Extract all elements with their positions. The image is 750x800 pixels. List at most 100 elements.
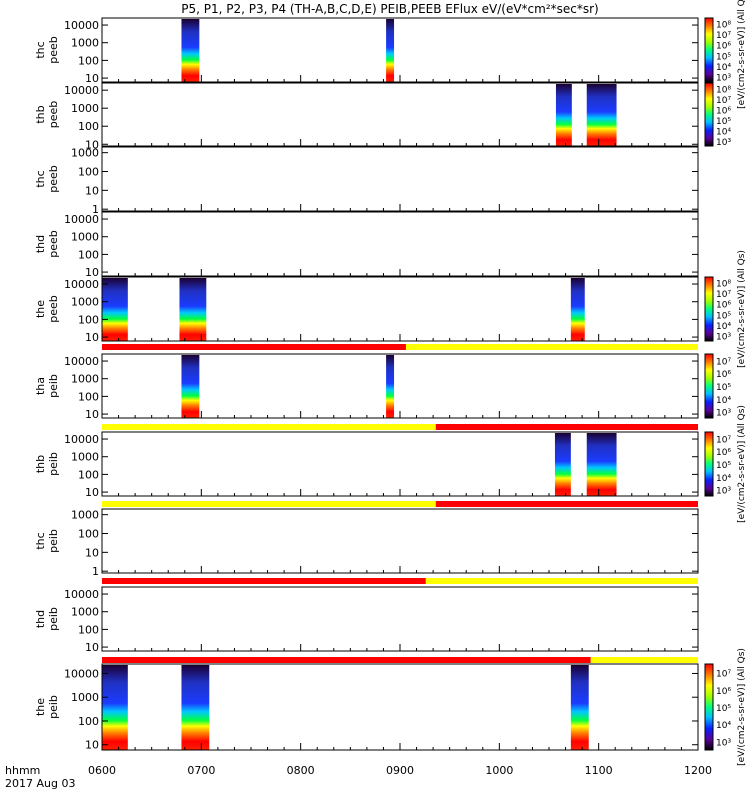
colorbar-tick-label: 10⁵ [716,704,731,714]
spectrum-block-6-1 [586,433,617,496]
y-tick-label: 100 [78,715,99,728]
y-tick-label: 10 [85,546,99,559]
colorbar-tick-label: 10³ [716,409,731,419]
x-tick-label: 0900 [386,764,414,777]
panel-label: the [34,698,47,716]
spectrum-block-1-1 [586,84,617,146]
y-tick-label: 100 [78,528,99,541]
mode-bar-segment [102,424,436,430]
y-tick-label: 100 [78,166,99,179]
colorbar-tick-label: 10⁴ [716,127,731,137]
panel-label: peeb [47,295,60,323]
x-tick-label: 0600 [88,764,116,777]
spectrum-block-5-0 [181,355,200,418]
y-tick-label: 10000 [64,84,99,97]
mode-bar-segment [590,657,698,663]
y-tick-label: 100 [78,54,99,67]
mode-bar-segment [102,657,591,663]
panel-label: peeb [47,230,60,258]
y-tick-label: 10 [85,739,99,752]
colorbar-tick-label: 10⁸ [716,20,731,30]
mode-bar-segment [102,501,436,507]
panel-5: 10 100 1000 10000 tha peib [34,353,699,421]
colorbar-tick-label: 10⁷ [716,31,731,41]
colorbar-tick-label: 10⁷ [716,357,731,367]
x-tick-label: 1200 [684,764,712,777]
y-tick-label: 100 [78,623,99,636]
x-tick-label: 0700 [187,764,215,777]
panel-0: 10 100 1000 10000 thc peeb [34,17,699,85]
mode-bar-segment [102,578,426,584]
colorbar-tick-label: 10⁸ [716,85,731,95]
panel-2: 1 10 100 1000 thc peeb [34,146,699,216]
colorbar-tick-label: 10⁵ [716,52,731,62]
colorbar-gradient [704,663,714,751]
colorbar-gradient [704,82,714,147]
y-tick-label: 10000 [64,278,99,291]
y-tick-label: 1000 [71,606,99,619]
mode-bar-segment [425,578,698,584]
y-tick-label: 1000 [71,509,99,522]
chart-title: P5, P1, P2, P3, P4 (TH-A,B,C,D,E) PEIB,P… [181,2,598,16]
panel-4: 10 100 1000 10000 the peeb [34,276,699,344]
colorbar-tick-label: 10⁴ [716,396,731,406]
x-axis-label: hhmm [5,764,40,777]
colorbar-label: [eV/(cm2-s-sr-eV)] (All Qs) [737,648,747,766]
panel-label: peib [47,374,60,398]
colorbar-4: 10³ 10⁴ 10⁵ 10⁶ 10⁷ [eV/(cm2-s-sr-eV)] (All Q… [704,405,747,523]
colorbar-tick-label: 10⁴ [716,721,731,731]
colorbar-tick-label: 10⁶ [716,448,731,458]
panel-label: thd [34,610,47,628]
spectrum-block-4-2 [570,278,585,341]
y-tick-label: 10000 [64,588,99,601]
colorbar-tick-label: 10⁴ [716,474,731,484]
colorbar-tick-label: 10⁶ [716,106,731,116]
colorbar-tick-label: 10⁵ [716,461,731,471]
colorbar-gradient [704,276,714,342]
panel-label: peib [47,607,60,631]
panel-frame [101,508,699,574]
spectrum-block-6-0 [554,433,571,496]
panel-3: 10 100 1000 10000 thd peeb [34,211,699,279]
panel-label: tha [34,377,47,395]
mode-bar-segment [102,344,406,350]
panel-label: peeb [47,101,60,129]
colorbar-tick-label: 10³ [716,738,731,748]
colorbar-gradient [704,353,714,419]
x-tick-label: 1100 [585,764,613,777]
colorbar-tick-label: 10⁴ [716,322,731,332]
y-tick-label: 100 [78,468,99,481]
colorbar-gradient [704,17,714,83]
panel-6: 10 100 1000 10000 thb peib [34,431,699,499]
spectrum-block-4-0 [102,278,128,341]
spectrum-block-9-1 [181,665,210,750]
y-tick-label: 100 [78,390,99,403]
colorbar-tick-label: 10⁶ [716,370,731,380]
colorbar-tick-label: 10⁷ [716,290,731,300]
colorbar-tick-label: 10⁶ [716,301,731,311]
y-tick-label: 10000 [64,667,99,680]
panel-label: peib [47,452,60,476]
panel-9: 10 100 1000 10000 the peib [34,663,699,752]
y-tick-label: 1000 [71,231,99,244]
y-tick-label: 100 [78,313,99,326]
panel-frame [101,211,699,277]
colorbar-tick-label: 10⁷ [716,435,731,445]
colorbar-tick-label: 10⁸ [716,279,731,289]
panel-label: peeb [47,36,60,64]
colorbar-tick-label: 10⁶ [716,687,731,697]
colorbar-tick-label: 10⁷ [716,96,731,106]
panel-label: thc [34,170,47,187]
colorbar-tick-label: 10³ [716,138,731,148]
colorbar-tick-label: 10⁵ [716,117,731,127]
y-tick-label: 10 [85,138,99,151]
y-tick-label: 1000 [71,691,99,704]
y-tick-label: 10000 [64,355,99,368]
spectrum-block-1-0 [555,84,572,146]
panel-label: peeb [47,165,60,193]
mode-bar-segment [435,424,698,430]
colorbar-tick-label: 10⁵ [716,383,731,393]
